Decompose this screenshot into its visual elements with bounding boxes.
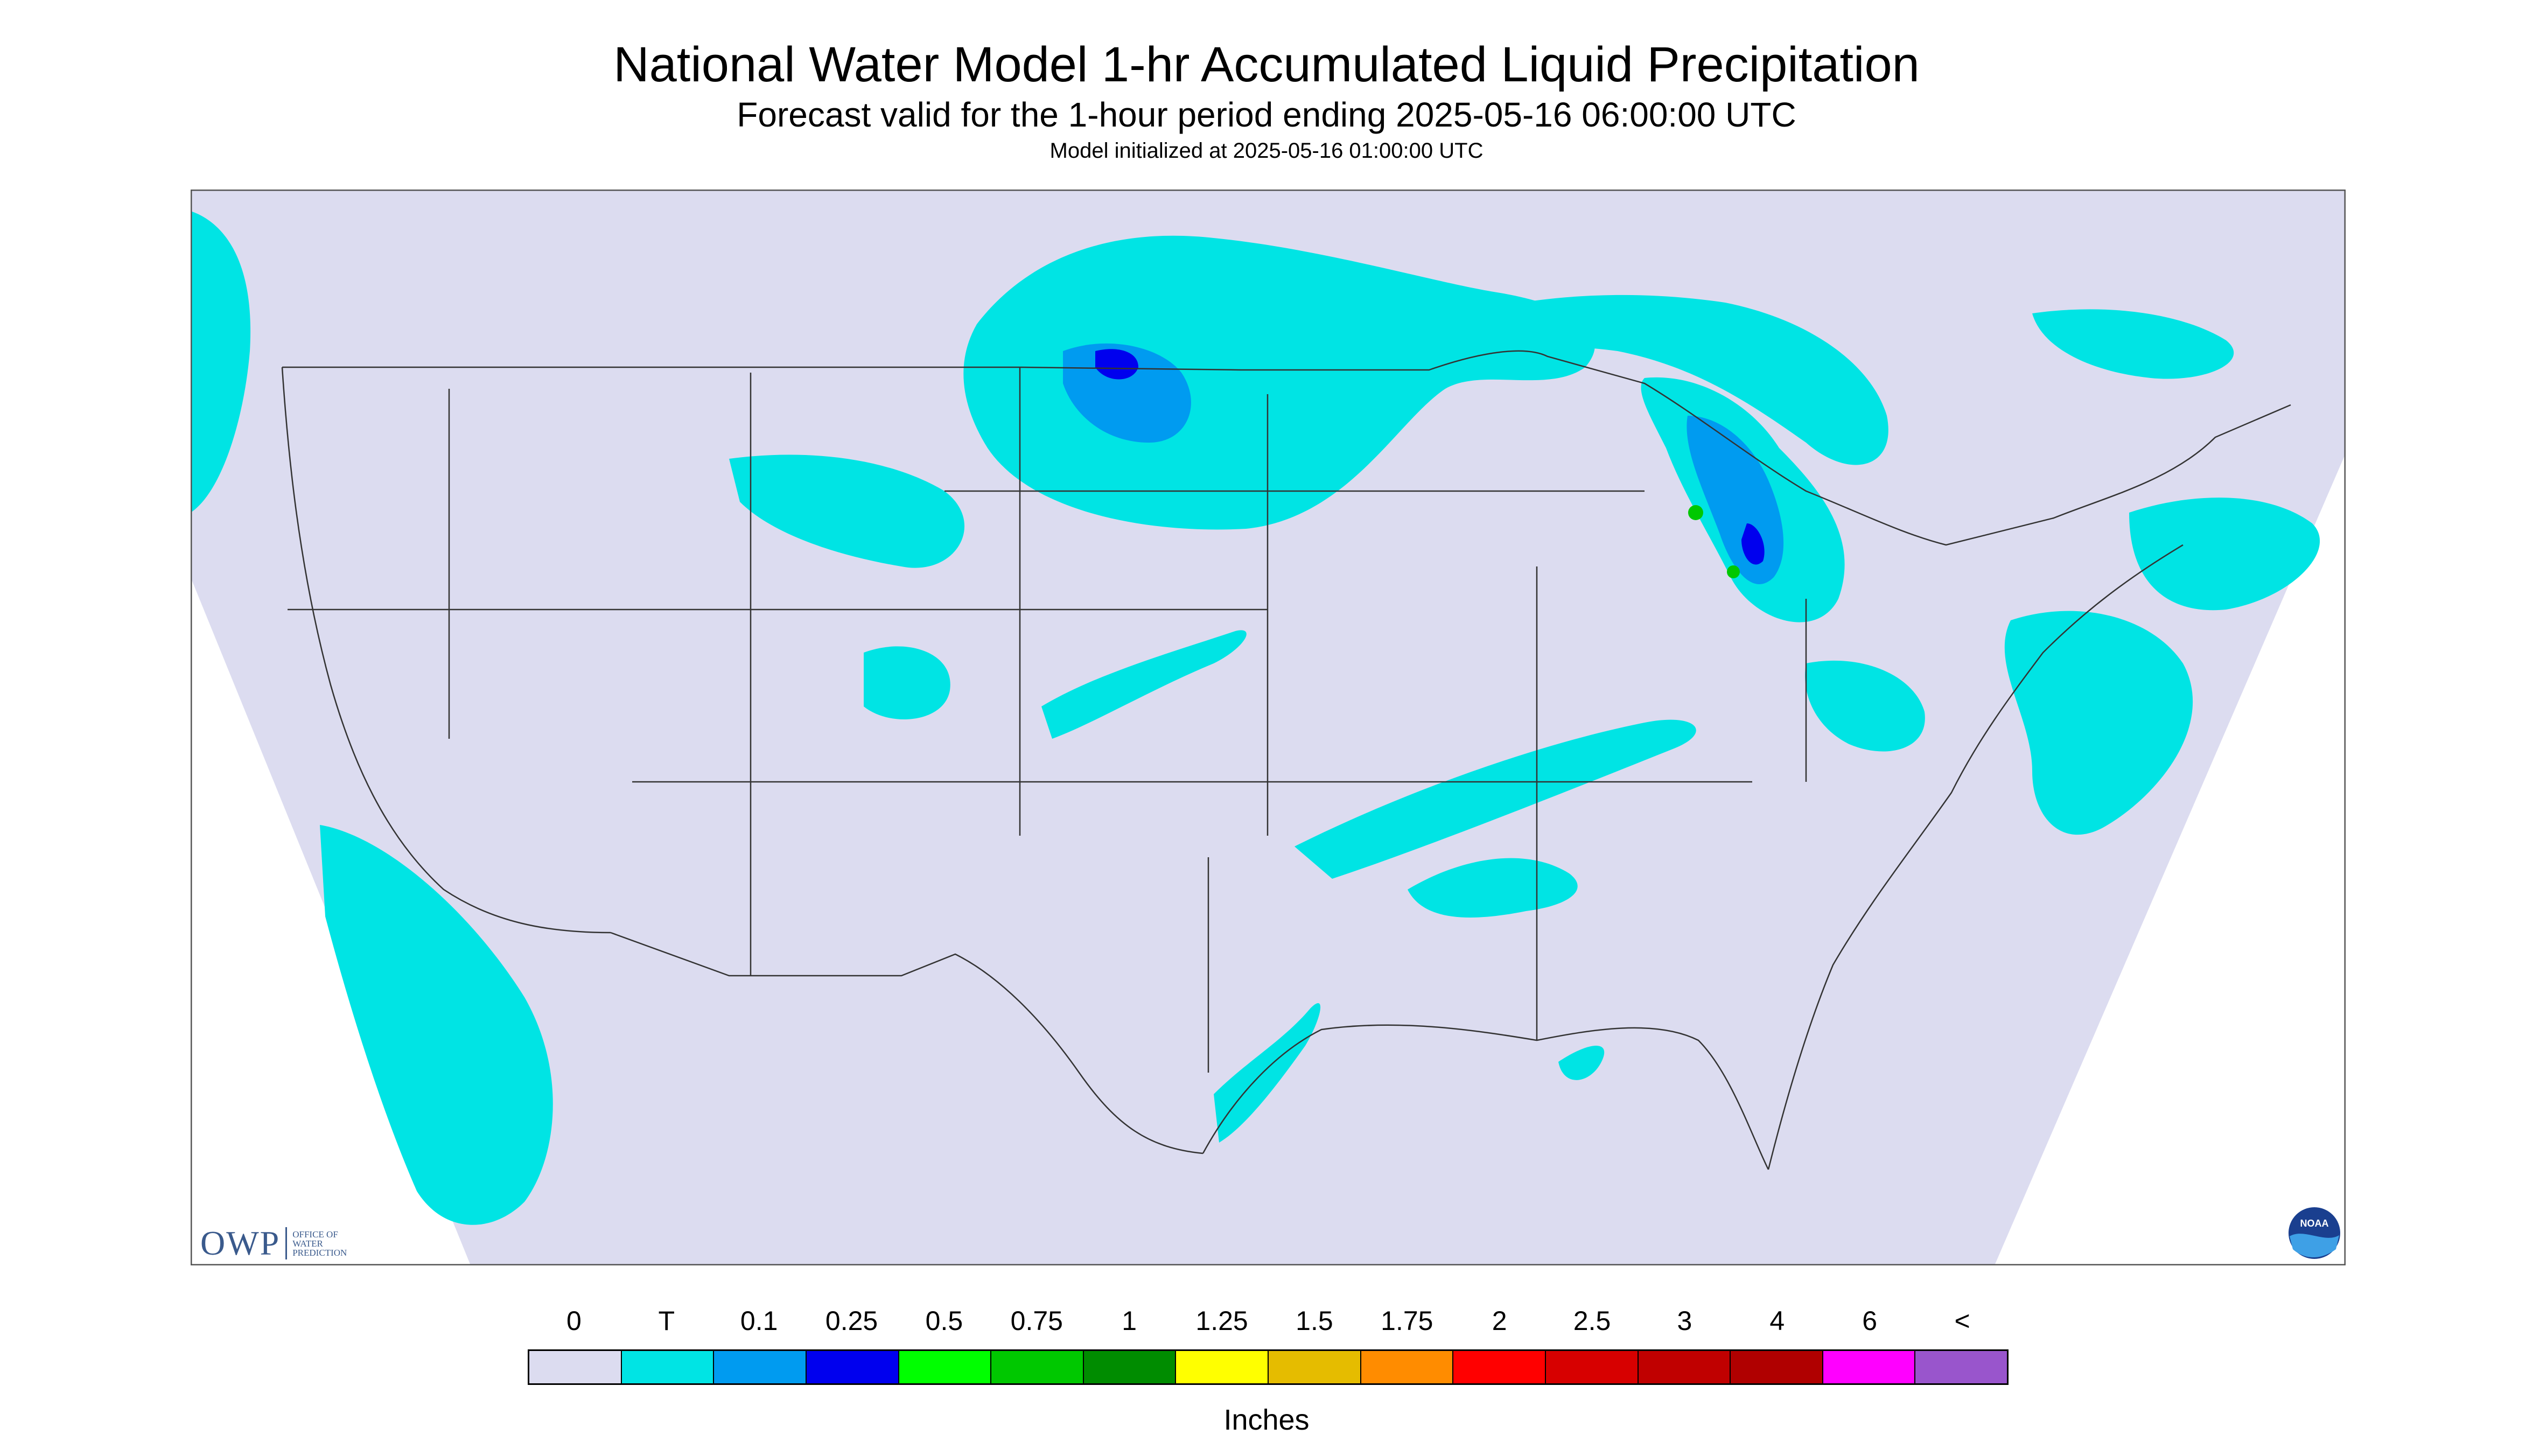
boundaries	[281, 350, 2291, 1170]
precip-pacific-nw	[191, 211, 251, 513]
legend-swatch	[1269, 1351, 1361, 1383]
precip-southern-band	[1295, 719, 1696, 879]
precip-quebec-patch	[2032, 309, 2234, 379]
precip-nd-heavy	[1095, 349, 1138, 380]
east-coast	[1767, 544, 2184, 1170]
precip-texas-coast	[1214, 1003, 1321, 1143]
map-title: National Water Model 1-hr Accumulated Li…	[613, 37, 1920, 92]
legend-swatch	[714, 1351, 807, 1383]
legend-color-bar	[528, 1349, 2009, 1385]
precip-northern-plains-swirl	[963, 235, 1595, 530]
noaa-logo: NOAA	[2286, 1205, 2342, 1261]
legend-swatch	[1915, 1351, 2007, 1383]
legend-tick-label: T	[658, 1306, 675, 1336]
precip-new-england	[2129, 498, 2320, 611]
precip-colorado-patch	[864, 646, 950, 719]
legend-tick-label: 1.5	[1296, 1306, 1333, 1336]
precip-canada-band	[1429, 295, 1888, 465]
us-canada-border	[282, 350, 2291, 546]
precip-heavy-cores	[1095, 349, 1765, 565]
legend-units: Inches	[1223, 1404, 1310, 1436]
gulf-coast	[1202, 1024, 1769, 1170]
owp-logo-line-3: PREDICTION	[292, 1247, 347, 1258]
legend-swatch	[1083, 1351, 1177, 1383]
legend-swatch	[1545, 1351, 1639, 1383]
legend-tick-label: 2	[1492, 1306, 1507, 1336]
outside-domain-right	[1995, 453, 2346, 1265]
legend-swatch	[1638, 1351, 1731, 1383]
legend-tick-label: 1	[1122, 1306, 1137, 1336]
owp-logo: OWP OFFICE OF WATER PREDICTION	[200, 1223, 347, 1263]
legend-swatch	[806, 1351, 899, 1383]
legend-tick-label: 0	[566, 1306, 582, 1336]
owp-logo-line-1: OFFICE OF	[292, 1229, 338, 1240]
precip-arkansas-mississippi	[1408, 858, 1578, 918]
precip-baja-california	[320, 825, 553, 1225]
legend-swatch	[1731, 1351, 1823, 1383]
legend-swatch	[1176, 1351, 1269, 1383]
precip-montana-patch	[729, 454, 965, 568]
owp-logo-subtext: OFFICE OF WATER PREDICTION	[292, 1230, 347, 1257]
legend-tick-label: 1.25	[1195, 1306, 1248, 1336]
legend-tick-label: 4	[1769, 1306, 1785, 1336]
legend-tick-label: 0.75	[1010, 1306, 1063, 1336]
legend-tick-label: 0.1	[740, 1306, 778, 1336]
legend-tick-label: 2.5	[1573, 1306, 1611, 1336]
owp-logo-divider	[285, 1227, 288, 1259]
precipitation-map: NOAA	[191, 190, 2346, 1265]
legend-swatch	[621, 1351, 715, 1383]
legend-tick-label: 6	[1862, 1306, 1878, 1336]
noaa-logo-text: NOAA	[2300, 1218, 2329, 1229]
precip-green-cell-2	[1727, 565, 1740, 578]
map-subtitle: Forecast valid for the 1-hour period end…	[737, 95, 1796, 134]
west-coast	[281, 367, 611, 934]
precip-green-cell-1	[1688, 505, 1703, 520]
legend-tick-label: 3	[1677, 1306, 1692, 1336]
map-frame-border	[191, 190, 2346, 1265]
legend-swatch	[529, 1351, 622, 1383]
precip-green-cells	[1688, 505, 1740, 578]
precip-gulf-patch	[1558, 1046, 1605, 1080]
precip-mid-atlantic	[1805, 660, 1925, 752]
legend-swatch	[1453, 1351, 1546, 1383]
owp-logo-line-2: WATER	[292, 1238, 323, 1249]
legend-swatch	[1823, 1351, 1916, 1383]
legend-tick-label: <	[1954, 1306, 1970, 1336]
legend-tick-label: 1.75	[1381, 1306, 1433, 1336]
model-init-text: Model initialized at 2025-05-16 01:00:00…	[1049, 139, 1484, 163]
legend-tick-label: 0.25	[825, 1306, 878, 1336]
precip-kansas-streak	[1041, 630, 1247, 739]
precip-atlantic-offshore	[2004, 611, 2193, 835]
legend-swatch	[991, 1351, 1084, 1383]
owp-logo-text: OWP	[200, 1224, 281, 1262]
precip-lake-heavy	[1741, 523, 1765, 565]
precip-trace-areas	[191, 211, 2320, 1225]
legend-swatch	[899, 1351, 992, 1383]
legend-swatch	[1361, 1351, 1454, 1383]
legend-tick-label: 0.5	[925, 1306, 963, 1336]
us-mexico-border	[610, 932, 1203, 1154]
